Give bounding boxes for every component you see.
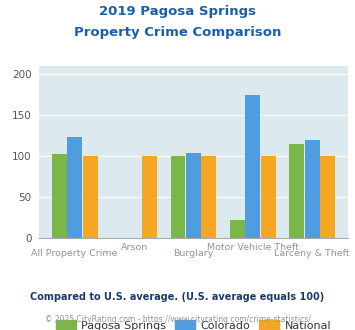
Bar	[305, 140, 320, 238]
Bar	[289, 144, 304, 238]
Text: Property Crime Comparison: Property Crime Comparison	[74, 26, 281, 39]
Bar	[245, 95, 260, 238]
Bar	[67, 137, 82, 238]
Bar	[261, 156, 276, 238]
Text: © 2025 CityRating.com - https://www.cityrating.com/crime-statistics/: © 2025 CityRating.com - https://www.city…	[45, 315, 310, 324]
Bar	[142, 156, 157, 238]
Bar	[186, 152, 201, 238]
Text: All Property Crime: All Property Crime	[32, 249, 118, 258]
Legend: Pagosa Springs, Colorado, National: Pagosa Springs, Colorado, National	[51, 315, 336, 330]
Bar	[320, 156, 335, 238]
Bar	[202, 156, 216, 238]
Text: Larceny & Theft: Larceny & Theft	[274, 249, 350, 258]
Text: Motor Vehicle Theft: Motor Vehicle Theft	[207, 243, 299, 251]
Text: Compared to U.S. average. (U.S. average equals 100): Compared to U.S. average. (U.S. average …	[31, 292, 324, 302]
Bar	[171, 156, 185, 238]
Text: Burglary: Burglary	[173, 249, 214, 258]
Bar	[52, 154, 67, 238]
Text: Arson: Arson	[120, 243, 148, 251]
Bar	[83, 156, 98, 238]
Bar	[230, 220, 245, 238]
Text: 2019 Pagosa Springs: 2019 Pagosa Springs	[99, 5, 256, 18]
